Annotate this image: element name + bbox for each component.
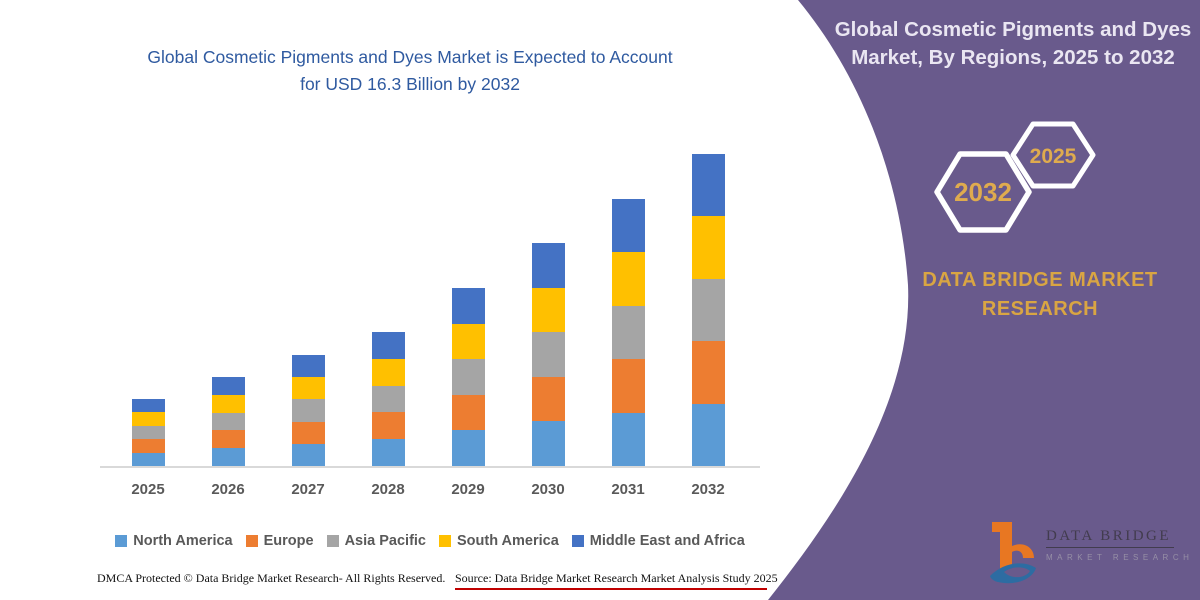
logo-b-glyph [992,522,1034,570]
legend-label: Middle East and Africa [589,533,745,549]
bar-segment-north-america [691,403,725,466]
x-axis-label-2025: 2025 [131,481,165,498]
bar-segment-north-america [211,448,245,466]
x-axis-label-2028: 2028 [371,481,405,498]
bar-segment-middle-east-and-africa [131,399,165,413]
x-axis-label-2026: 2026 [211,481,245,498]
bar-segment-north-america [451,430,485,466]
bar-segment-asia-pacific [131,425,165,440]
bar-segment-middle-east-and-africa [371,332,405,359]
x-axis-line [100,466,760,468]
bar-segment-asia-pacific [691,278,725,342]
bar-segment-south-america [291,377,325,400]
legend-item-north-america: North America [115,533,233,549]
logo-underline [1046,547,1174,548]
bar-segment-north-america [611,412,645,466]
bar-segment-south-america [691,216,725,279]
bar-segment-south-america [531,287,565,333]
bar-segment-europe [531,376,565,422]
stacked-bar-2032 [691,154,725,466]
bar-segment-asia-pacific [531,332,565,377]
hexagon-2025-year: 2025 [1030,145,1077,168]
stacked-bar-2029 [451,288,485,466]
x-axis-label-2027: 2027 [291,481,325,498]
stacked-bar-2026 [211,377,245,466]
bar-segment-asia-pacific [451,359,485,395]
stacked-bar-2031 [611,199,645,466]
footer-red-rule [455,588,767,590]
footer-source-text: Source: Data Bridge Market Research Mark… [455,571,778,585]
x-axis-label-2032: 2032 [691,481,725,498]
bar-segment-europe [131,439,165,453]
bar-segment-south-america [211,394,245,413]
legend-item-asia-pacific: Asia Pacific [326,533,426,549]
bar-segment-asia-pacific [211,412,245,431]
logo-wordmark: DATA BRIDGE [1046,528,1172,544]
sidebar-title: Global Cosmetic Pigments and Dyes Market… [834,18,1192,69]
legend-swatch-icon [245,535,258,547]
bar-segment-asia-pacific [371,385,405,413]
data-bridge-logo: DATA BRIDGE MARKET RESEARCH [990,518,1200,590]
bar-segment-south-america [451,323,485,360]
legend-label: Asia Pacific [344,533,426,549]
legend-swatch-icon [115,535,128,547]
bar-segment-north-america [291,443,325,466]
stacked-bar-2028 [371,332,405,466]
bar-segment-south-america [371,358,405,386]
bar-segment-north-america [131,452,165,466]
bar-segment-europe [611,359,645,413]
chart-title: Global Cosmetic Pigments and Dyes Market… [147,47,673,94]
forecast-hexagons: 2025 2032 [934,121,1096,233]
bar-segment-north-america [531,421,565,466]
legend-swatch-icon [571,535,584,547]
bar-segment-north-america [371,439,405,466]
bar-segment-asia-pacific [611,305,645,360]
footer-dmca-text: DMCA Protected © Data Bridge Market Rese… [97,571,446,585]
chart-legend: North America Europe Asia Pacific South Ame… [100,533,760,549]
hexagon-2032-year: 2032 [954,177,1012,207]
bar-segment-europe [291,421,325,444]
hexagon-2032 [934,151,1032,233]
stacked-bar-2030 [531,243,565,466]
bar-segment-middle-east-and-africa [531,243,565,288]
bar-segment-middle-east-and-africa [691,154,725,217]
hexagon-2025 [1010,121,1096,189]
bar-segment-south-america [611,252,645,306]
plot-area: 2025 2026 2027 2028 2029 2030 2031 2032 [100,154,760,498]
bar-segment-middle-east-and-africa [211,377,245,395]
bar-segment-asia-pacific [291,399,325,422]
legend-label: North America [133,533,233,549]
stacked-bar-2027 [291,355,325,466]
legend-swatch-icon [439,535,451,547]
brand-name-text: DATA BRIDGE MARKET RESEARCH [922,269,1158,320]
bar-segment-middle-east-and-africa [291,355,325,378]
logo-d-swoosh-cutout [1004,567,1030,578]
x-axis-label-2031: 2031 [611,481,645,498]
legend-swatch-icon [326,535,339,547]
stacked-bar-2025 [131,399,165,466]
bar-segment-south-america [131,412,165,426]
x-axis-label-2030: 2030 [531,481,565,498]
legend-item-middle-east-and-africa: Middle East and Africa [571,533,745,549]
bar-segment-middle-east-and-africa [611,199,645,253]
bar-segment-europe [451,394,485,431]
legend-item-south-america: South America [439,533,559,549]
x-axis-label-2029: 2029 [451,481,485,498]
bar-segment-europe [211,430,245,449]
data-bridge-logo-icon [990,522,1036,584]
bar-segment-middle-east-and-africa [451,288,485,324]
bar-segment-europe [371,412,405,440]
logo-tagline: MARKET RESEARCH [1046,553,1194,562]
legend-item-europe: Europe [245,533,314,549]
legend-label: Europe [263,533,314,549]
legend-label: South America [457,533,559,549]
bar-segment-europe [691,341,725,404]
